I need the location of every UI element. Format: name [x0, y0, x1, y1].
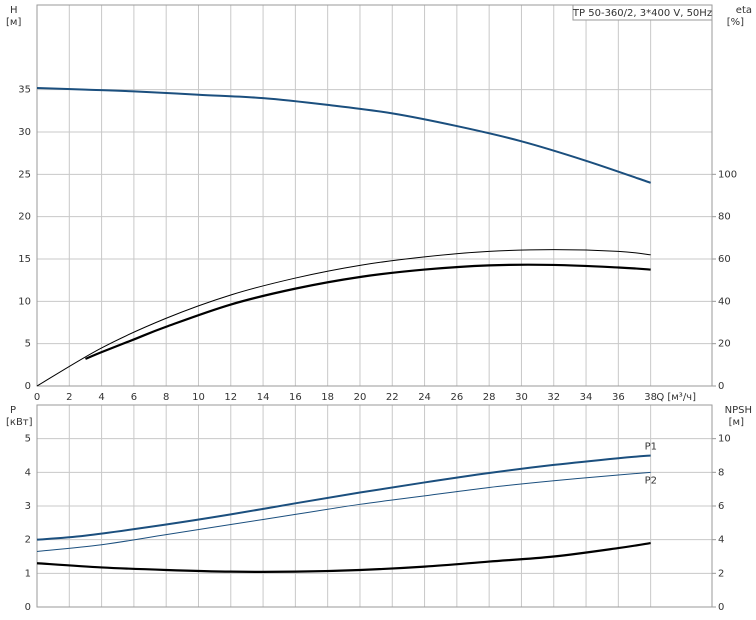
- series-line: [36, 86, 651, 184]
- y2-tick-label: 4: [718, 535, 724, 546]
- x-tick-label: 34: [580, 392, 593, 403]
- x-tick-label: 16: [289, 392, 302, 403]
- y-tick-label: 15: [18, 254, 31, 265]
- title-box: [572, 4, 713, 21]
- y-tick-label: 3: [25, 501, 31, 512]
- x-tick-label: 4: [98, 392, 104, 403]
- y2-tick-label: 0: [718, 602, 724, 613]
- y-tick-label: 30: [18, 127, 31, 138]
- y-tick-label: 0: [25, 602, 31, 613]
- y2-tick-label: 8: [718, 467, 724, 478]
- y-tick-label: 35: [18, 85, 31, 96]
- plot-frame: [36, 404, 713, 608]
- y-tick-label: 25: [18, 169, 31, 180]
- x-tick-label: 14: [257, 392, 270, 403]
- y-axis-label: P: [10, 405, 16, 416]
- x-tick-label: 32: [547, 392, 560, 403]
- x-tick-label: 0: [34, 392, 40, 403]
- y-tick-label: 0: [25, 381, 31, 392]
- y-tick-label: 2: [25, 535, 31, 546]
- y2-tick-label: 6: [718, 501, 724, 512]
- series-line: [36, 454, 651, 541]
- series-line: [36, 471, 651, 552]
- series-label: P1: [645, 442, 657, 453]
- y-axis-label: H: [10, 5, 18, 16]
- y-tick-label: 4: [25, 467, 31, 478]
- y2-tick-label: 10: [718, 434, 731, 445]
- y2-tick-label: 0: [718, 381, 724, 392]
- y-axis-unit: [м]: [6, 17, 21, 28]
- series-line: [85, 263, 651, 360]
- y2-axis-label: eta: [736, 5, 752, 16]
- plot-frame: [36, 4, 713, 387]
- y-tick-label: 5: [25, 434, 31, 445]
- y-tick-label: 20: [18, 212, 31, 223]
- series-label: P2: [645, 475, 657, 486]
- y2-tick-label: 2: [718, 568, 724, 579]
- y-tick-label: 1: [25, 568, 31, 579]
- x-tick-label: 6: [131, 392, 137, 403]
- chart-title: TP 50-360/2, 3*400 V, 50Hz: [572, 8, 712, 19]
- x-tick-label: 8: [163, 392, 169, 403]
- x-tick-label: 28: [483, 392, 496, 403]
- x-tick-label: 24: [418, 392, 431, 403]
- series-line: [36, 249, 651, 387]
- x-tick-label: 20: [354, 392, 367, 403]
- y-tick-label: 10: [18, 296, 31, 307]
- series-line: [36, 541, 651, 573]
- y2-axis-label: NPSH: [725, 405, 752, 416]
- x-tick-label: 36: [612, 392, 625, 403]
- x-axis-label: Q [м³/ч]: [656, 392, 696, 403]
- y2-tick-label: 40: [718, 296, 731, 307]
- x-tick-label: 12: [224, 392, 237, 403]
- plot-background: [37, 5, 712, 386]
- x-tick-label: 22: [386, 392, 399, 403]
- x-tick-label: 30: [515, 392, 528, 403]
- y2-tick-label: 100: [718, 169, 737, 180]
- y2-tick-label: 80: [718, 212, 731, 223]
- x-tick-label: 18: [321, 392, 334, 403]
- x-tick-label: 38: [644, 392, 657, 403]
- x-tick-label: 26: [450, 392, 463, 403]
- y2-tick-label: 20: [718, 339, 731, 350]
- x-tick-label: 10: [192, 392, 205, 403]
- y2-tick-label: 60: [718, 254, 731, 265]
- y-tick-label: 5: [25, 339, 31, 350]
- y-axis-unit: [кВт]: [6, 417, 33, 428]
- y2-axis-unit: [%]: [727, 17, 744, 28]
- y2-axis-unit: [м]: [729, 417, 744, 428]
- x-tick-label: 2: [66, 392, 72, 403]
